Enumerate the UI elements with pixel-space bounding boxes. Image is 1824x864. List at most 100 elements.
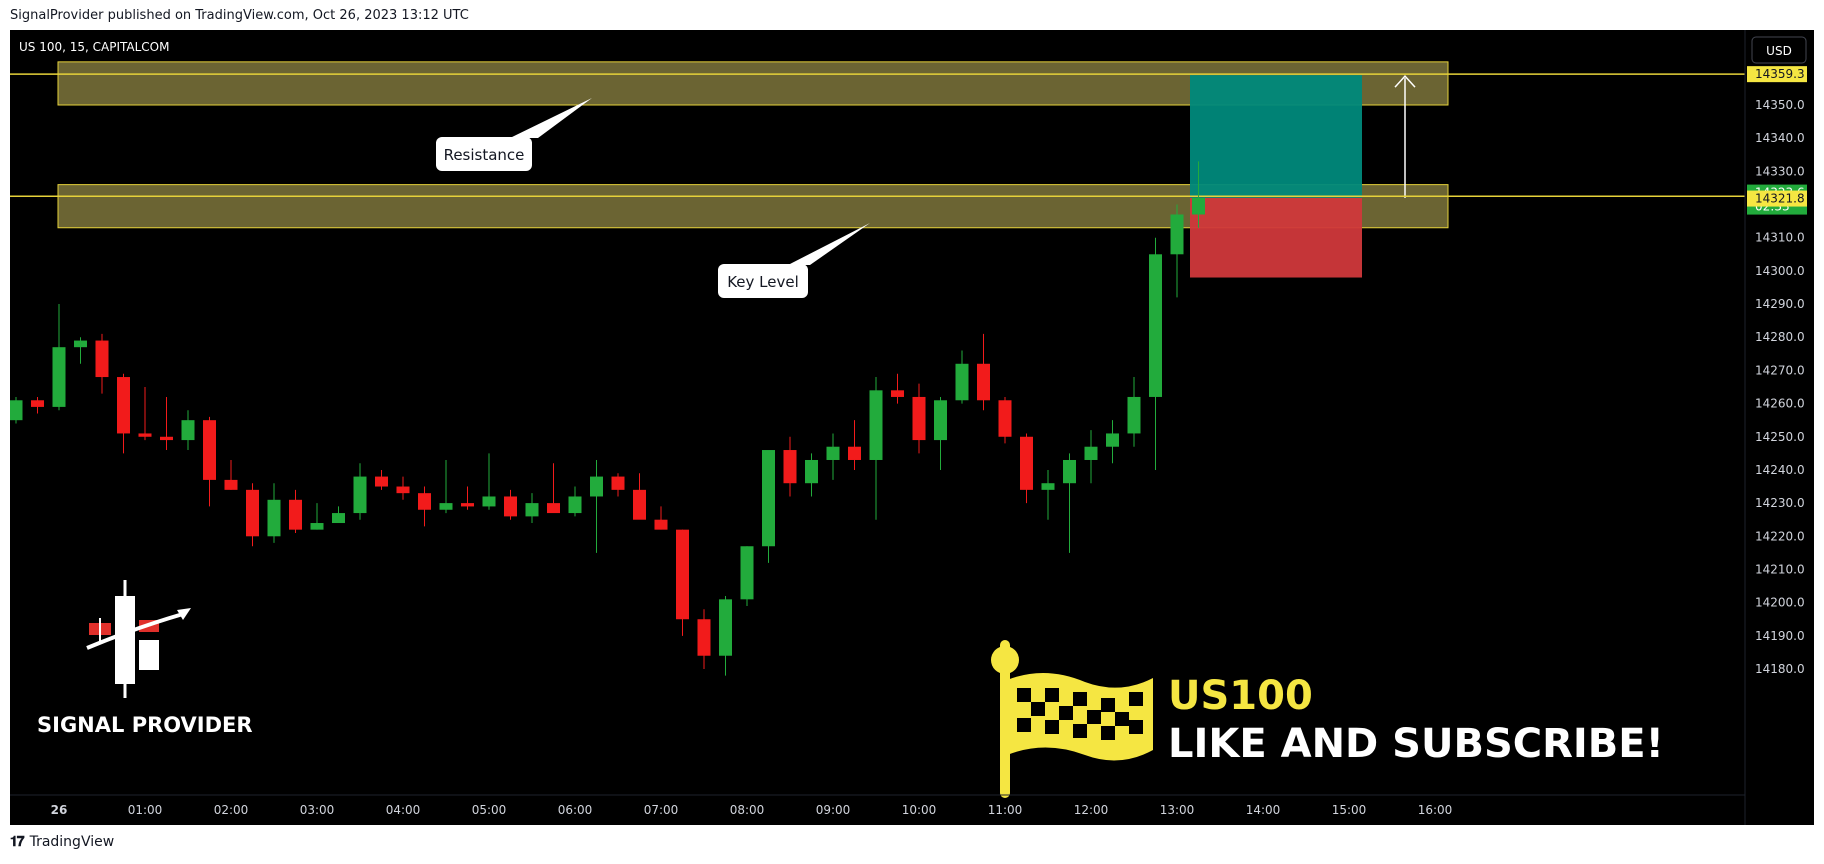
position-tool[interactable] — [1190, 75, 1416, 278]
time-tick: 12:00 — [1074, 803, 1109, 817]
candle — [633, 473, 646, 520]
candle — [52, 304, 66, 411]
candle — [826, 433, 840, 480]
candle-body — [1192, 197, 1205, 215]
candle — [1106, 420, 1119, 464]
candle-body — [1020, 436, 1033, 490]
candle — [310, 503, 324, 530]
candle — [267, 483, 281, 543]
candle — [891, 373, 904, 404]
candle — [1170, 204, 1184, 298]
candle — [439, 459, 453, 514]
candle — [590, 459, 603, 553]
candle-body — [482, 496, 496, 507]
price-tick: 14280.0 — [1755, 330, 1805, 344]
target-zone — [1190, 75, 1362, 198]
candle — [912, 383, 926, 454]
price-label-bg — [1747, 66, 1807, 83]
price-tick: 14230.0 — [1755, 496, 1805, 510]
callout-text: Key Level — [727, 273, 799, 291]
price-tick: 14190.0 — [1755, 629, 1805, 643]
candle — [10, 396, 23, 424]
price-tick: 14200.0 — [1755, 596, 1805, 610]
candle-body — [740, 546, 754, 600]
callout-box — [718, 264, 808, 298]
candle-body — [396, 486, 410, 494]
currency-button[interactable]: USD — [1751, 36, 1807, 64]
time-tick: 01:00 — [128, 803, 163, 817]
time-tick: 14:00 — [1246, 803, 1281, 817]
candle — [955, 350, 969, 404]
candle-body — [633, 489, 646, 520]
candle-body — [977, 363, 990, 401]
candle — [138, 387, 152, 441]
candle-body — [203, 420, 216, 480]
candle — [74, 337, 87, 364]
candle-body — [461, 503, 474, 507]
chart-area[interactable]: Resistance Key Level SIGNAL PROVIDER — [10, 30, 1814, 825]
candle-body — [224, 479, 238, 490]
candle-body — [95, 340, 109, 378]
candle-body — [246, 489, 259, 537]
candle-body — [568, 496, 582, 514]
candle-body — [267, 499, 281, 537]
stop-zone — [1190, 197, 1362, 278]
time-tick: 03:00 — [300, 803, 335, 817]
horizontal-lines — [10, 73, 1745, 197]
candle-body — [1084, 446, 1098, 460]
time-tick: 15:00 — [1332, 803, 1367, 817]
candle-body — [697, 619, 711, 656]
candle — [611, 473, 625, 497]
price-tick: 14210.0 — [1755, 562, 1805, 576]
candle-body — [762, 450, 775, 547]
signal-provider-logo — [86, 580, 191, 698]
candle-body — [848, 446, 861, 460]
candle-body — [1063, 459, 1076, 484]
candle — [525, 493, 539, 524]
candle — [246, 483, 259, 547]
checkered-flag-icon — [991, 640, 1153, 798]
price-tick: 14350.0 — [1755, 98, 1805, 112]
candle-body — [181, 420, 195, 441]
time-axis[interactable]: 26 01:00 02:00 03:00 04:00 05:00 06:00 07:00 08:… — [51, 803, 1453, 817]
price-tick: 14300.0 — [1755, 264, 1805, 278]
candle-body — [1149, 254, 1162, 397]
candle-body — [912, 396, 926, 441]
candle-body — [998, 400, 1012, 437]
price-axis[interactable]: 14180.0 14190.0 14200.0 14210.0 14220.0 14230… — [1755, 98, 1805, 676]
candle-body — [138, 433, 152, 437]
price-tick: 14270.0 — [1755, 363, 1805, 377]
time-tick: 10:00 — [902, 803, 937, 817]
price-tick: 14220.0 — [1755, 529, 1805, 543]
time-tick: 09:00 — [816, 803, 851, 817]
candle-body — [375, 476, 388, 487]
candle-body — [353, 476, 367, 514]
candle — [848, 420, 861, 470]
candle-body — [805, 459, 818, 484]
price-tick: 14340.0 — [1755, 131, 1805, 145]
logo-text: SIGNAL PROVIDER — [37, 713, 253, 737]
candle — [547, 463, 560, 514]
time-tick: 16:00 — [1418, 803, 1453, 817]
callout-pointer — [788, 223, 870, 265]
price-label-value: 14321.8 — [1755, 192, 1805, 206]
candle-body — [289, 499, 302, 530]
candle — [396, 476, 410, 500]
candle-body — [1041, 483, 1055, 490]
candle — [482, 453, 496, 510]
candle-body — [31, 400, 44, 407]
callout-box — [436, 137, 532, 171]
time-tick: 26 — [51, 803, 68, 817]
footer[interactable]: 𝟏𝟕 TradingView — [10, 834, 114, 850]
price-tick: 14330.0 — [1755, 164, 1805, 178]
chart-svg[interactable]: Resistance Key Level SIGNAL PROVIDER — [10, 30, 1814, 825]
candle-body — [891, 390, 904, 397]
callout-text: Resistance — [444, 146, 525, 164]
candle-body — [1127, 396, 1141, 434]
candle — [224, 459, 238, 490]
tradingview-logo-icon: 𝟏𝟕 — [10, 834, 25, 850]
candle-body — [547, 503, 560, 514]
candle — [740, 546, 754, 606]
symbol-title[interactable]: US 100, 15, CAPITALCOM — [19, 40, 169, 54]
candle-body — [590, 476, 603, 497]
